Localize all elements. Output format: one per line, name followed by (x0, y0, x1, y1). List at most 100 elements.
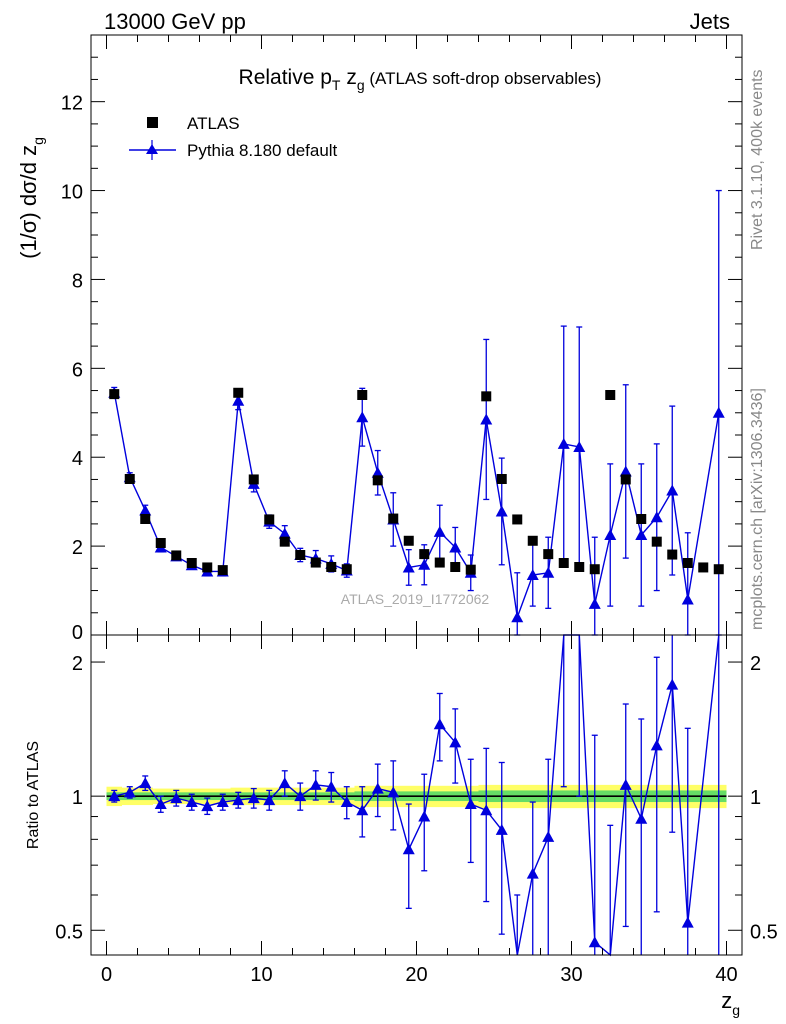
atlas-point (512, 514, 523, 525)
ratio-point (371, 782, 384, 794)
main-ytick-label: 2 (72, 537, 83, 559)
atlas-point (279, 536, 290, 547)
atlas-point (698, 562, 709, 573)
title-post: (ATLAS soft-drop observables) (365, 69, 602, 88)
main-axes: 2 4 6 8 10 12 0 (61, 35, 742, 644)
atlas-point (372, 475, 383, 486)
ratio-xlabel-text: z (721, 988, 732, 1013)
pythia-point (666, 484, 679, 496)
atlas-point (357, 390, 368, 400)
main-ytick-label: 10 (61, 182, 83, 204)
ratio-frame (90, 634, 743, 956)
ratio-ytick-label-left: 2 (72, 653, 83, 675)
pythia-point (480, 413, 493, 425)
ratio-point (464, 798, 477, 810)
ratio-ytick-label-right: 0.5 (750, 921, 778, 943)
pythia-point (635, 529, 648, 540)
pythia-point (542, 566, 555, 578)
atlas-point (636, 514, 647, 524)
ratio-point (542, 830, 555, 842)
ratio-point (619, 778, 632, 790)
ratio-point (170, 792, 183, 804)
ratio-xtick-label: 0 (101, 964, 112, 986)
ratio-point (402, 843, 415, 855)
pythia-point (418, 558, 431, 570)
ratio-point (418, 810, 431, 822)
atlas-point (202, 562, 213, 573)
legend-pythia-label: Pythia 8.180 default (187, 141, 338, 160)
title-pre: Relative p (239, 66, 332, 89)
ratio-panel: 0 10 20 30 40 0.5 0.5 1 1 2 2 Ratio to ATLAS zg (25, 634, 778, 1018)
atlas-point (388, 513, 399, 524)
ratio-point (309, 778, 322, 790)
ratio-point (325, 780, 338, 792)
ratio-point (216, 796, 229, 808)
atlas-point (217, 565, 228, 576)
pythia-point (278, 527, 291, 539)
ratio-point (185, 796, 198, 808)
pythia-point (139, 504, 152, 516)
atlas-point (248, 474, 259, 485)
atlas-point (140, 514, 151, 524)
atlas-point (310, 557, 321, 568)
pythia-point (511, 611, 524, 623)
pythia-point (402, 561, 415, 573)
main-title: Relative pT zg (ATLAS soft-drop observab… (239, 66, 602, 93)
atlas-point (295, 550, 306, 560)
ratio-ytick-label-right: 2 (750, 653, 761, 675)
ratio-point (356, 804, 369, 816)
ratio-point (247, 792, 260, 804)
atlas-point (558, 558, 569, 568)
main-ytick-label: 8 (72, 270, 83, 292)
atlas-point (651, 536, 662, 547)
ratio-point (650, 739, 663, 751)
ratio-point (340, 796, 353, 808)
ratio-point (387, 786, 400, 798)
analysis-watermark: ATLAS_2019_I1772062 (341, 591, 490, 607)
ratio-xtick-label: 20 (405, 964, 427, 986)
atlas-point (264, 514, 275, 525)
legend-atlas-label: ATLAS (187, 114, 240, 133)
atlas-point (326, 562, 337, 572)
pythia-point (650, 511, 663, 523)
ratio-point (526, 867, 539, 879)
ratio-point (201, 800, 214, 812)
title-sub1: T (332, 77, 341, 93)
atlas-point (186, 558, 197, 568)
ratio-point (294, 790, 307, 802)
atlas-point (682, 558, 693, 568)
ratio-point (123, 786, 136, 798)
atlas-point (124, 474, 135, 484)
atlas-point (543, 549, 554, 560)
atlas-point (620, 474, 631, 485)
pythia-point (604, 529, 617, 540)
ratio-xtick-label: 10 (250, 964, 272, 986)
atlas-point (419, 549, 430, 560)
ratio-xtick-label: 40 (715, 964, 737, 986)
pythia-point (588, 597, 601, 609)
atlas-point (527, 535, 538, 546)
main-ytick-label: 4 (72, 448, 83, 470)
atlas-point (496, 474, 507, 484)
energy-label: 13000 GeV pp (104, 9, 246, 34)
source-label: mcplots.cern.ch [arXiv:1306.3436] (749, 388, 766, 630)
pythia-point (526, 569, 539, 580)
ratio-xlabel: zg (721, 988, 740, 1018)
ratio-point (278, 777, 291, 789)
pythia-point (371, 466, 384, 478)
atlas-point (155, 538, 166, 548)
pythia-point (619, 465, 632, 477)
ratio-xtick-label: 30 (560, 964, 582, 986)
atlas-point (605, 390, 616, 400)
legend: ATLAS Pythia 8.180 default (129, 114, 338, 160)
ratio-point (433, 718, 446, 730)
pythia-point (712, 406, 725, 418)
ratio-point (139, 777, 152, 789)
atlas-point (574, 562, 585, 572)
main-ytick-label: 12 (61, 93, 83, 115)
atlas-point (667, 549, 678, 560)
atlas-point (403, 535, 414, 546)
ratio-point (154, 798, 167, 810)
pythia-point (449, 541, 462, 553)
